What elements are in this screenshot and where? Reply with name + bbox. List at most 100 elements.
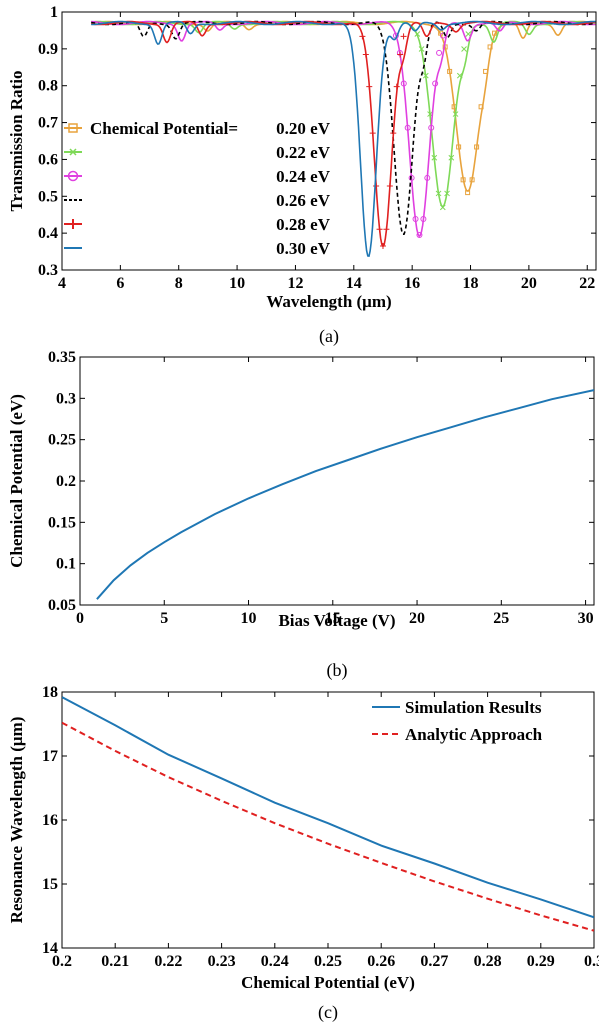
data-point — [373, 183, 380, 190]
legend-label: 0.24 eV — [276, 167, 331, 186]
data-point — [431, 154, 438, 161]
data-point — [460, 177, 466, 183]
x-tick-label: 0.2 — [52, 953, 72, 970]
data-point — [422, 72, 429, 79]
legend-label: 0.28 eV — [276, 215, 331, 234]
legend-prefix: Chemical Potential= — [90, 119, 238, 138]
data-point — [435, 190, 442, 197]
x-tick-label: 22 — [579, 275, 595, 292]
data-point — [362, 51, 369, 58]
y-tick-label: 0.7 — [38, 115, 58, 132]
y-tick-label: 0.05 — [48, 597, 76, 614]
data-point — [465, 31, 472, 37]
data-point — [393, 83, 400, 90]
data-point — [447, 68, 453, 74]
panel-caption: (c) — [318, 1002, 338, 1023]
y-tick-label: 0.35 — [48, 349, 76, 366]
data-point — [483, 68, 489, 74]
x-axis-label: Chemical Potential (eV) — [241, 973, 415, 992]
y-tick-label: 0.6 — [38, 151, 58, 168]
y-tick-label: 18 — [42, 684, 58, 701]
y-tick-label: 14 — [42, 940, 58, 957]
x-tick-label: 16 — [404, 275, 420, 292]
y-tick-label: 0.3 — [38, 262, 58, 279]
plot-frame — [79, 356, 595, 606]
y-tick-label: 0.4 — [38, 225, 58, 242]
data-point — [376, 226, 383, 233]
x-tick-label: 0 — [76, 610, 84, 627]
x-tick-label: 20 — [521, 275, 537, 292]
x-tick-label: 10 — [241, 610, 257, 627]
series-line — [62, 721, 594, 932]
series-line — [96, 389, 594, 600]
data-point — [487, 44, 493, 50]
x-tick-label: 0.22 — [154, 953, 182, 970]
data-point — [390, 130, 397, 137]
x-tick-label: 8 — [175, 275, 183, 292]
data-point — [400, 80, 407, 87]
plot-area — [91, 20, 596, 258]
data-point — [428, 124, 435, 131]
y-axis-label: Transmission Ratio — [7, 71, 26, 212]
y-axis-label: Chemical Potential (eV) — [7, 394, 26, 568]
x-tick-label: 5 — [160, 610, 168, 627]
y-tick-label: 0.2 — [56, 473, 76, 490]
y-tick-label: 16 — [42, 812, 58, 829]
series-line — [91, 20, 596, 235]
data-point — [478, 104, 484, 110]
data-point — [414, 31, 421, 37]
data-point — [416, 231, 423, 238]
legend-label: Analytic Approach — [405, 725, 543, 744]
data-point — [366, 83, 373, 90]
legend-marker — [67, 170, 79, 182]
plot-area — [62, 696, 594, 932]
legend: Chemical Potential= 0.20 eV 0.22 eV 0.24 eV… — [64, 119, 331, 258]
data-point — [456, 144, 462, 150]
x-tick-label: 0.29 — [527, 953, 555, 970]
legend-label: Simulation Results — [405, 698, 542, 717]
data-point — [465, 190, 471, 196]
x-tick-label: 12 — [287, 275, 303, 292]
data-point — [439, 204, 446, 211]
x-tick-label: 18 — [463, 275, 479, 292]
x-tick-label: 6 — [116, 275, 124, 292]
x-tick-label: 4 — [58, 275, 66, 292]
data-point — [408, 174, 415, 181]
series-line — [91, 20, 596, 208]
y-tick-label: 15 — [42, 876, 58, 893]
y-tick-label: 0.15 — [48, 514, 76, 531]
y-tick-label: 0.3 — [56, 390, 76, 407]
y-tick-label: 0.9 — [38, 41, 58, 58]
data-point — [418, 46, 425, 52]
data-point — [448, 154, 455, 161]
x-tick-label: 0.21 — [101, 953, 129, 970]
chart-panel-0: 4 6 8 10 12 14 16 18 20 22 0.3 0.4 0.5 0.6 0.7 0.8 0.9 1 W… — [7, 4, 597, 347]
x-tick-label: 0.27 — [420, 953, 448, 970]
data-point — [456, 72, 463, 79]
plot-frame — [61, 11, 597, 271]
data-point — [452, 111, 459, 117]
x-axis-label: Bias Voltage (V) — [278, 611, 395, 630]
chart-panel-2: 0.2 0.21 0.22 0.23 0.24 0.25 0.26 0.27 0.28 0.29 0… — [7, 684, 599, 1023]
data-point — [404, 124, 411, 131]
data-point — [412, 216, 419, 223]
x-axis-label: Wavelength (μm) — [266, 292, 391, 311]
x-tick-label: 0.25 — [314, 953, 342, 970]
x-tick-label: 14 — [346, 275, 362, 292]
y-axis-label: Resonance Wavelength (μm) — [7, 717, 26, 924]
y-tick-label: 0.25 — [48, 432, 76, 449]
data-point — [461, 46, 467, 52]
x-tick-label: 10 — [229, 275, 245, 292]
data-point — [444, 190, 450, 197]
chart-panel-1: 0 5 10 15 20 25 30 0.05 0.1 0.15 0.2 0.25 0.3 0.35 Bia… — [7, 349, 595, 681]
data-point — [379, 243, 386, 250]
legend-marker — [69, 148, 77, 156]
data-point — [369, 130, 376, 137]
data-point — [386, 183, 393, 190]
x-tick-label: 20 — [409, 610, 425, 627]
panel-caption: (a) — [319, 326, 339, 347]
series-line — [62, 696, 594, 919]
x-tick-label: 0.26 — [367, 953, 395, 970]
x-tick-label: 0.23 — [208, 953, 236, 970]
y-tick-label: 0.8 — [38, 78, 58, 95]
